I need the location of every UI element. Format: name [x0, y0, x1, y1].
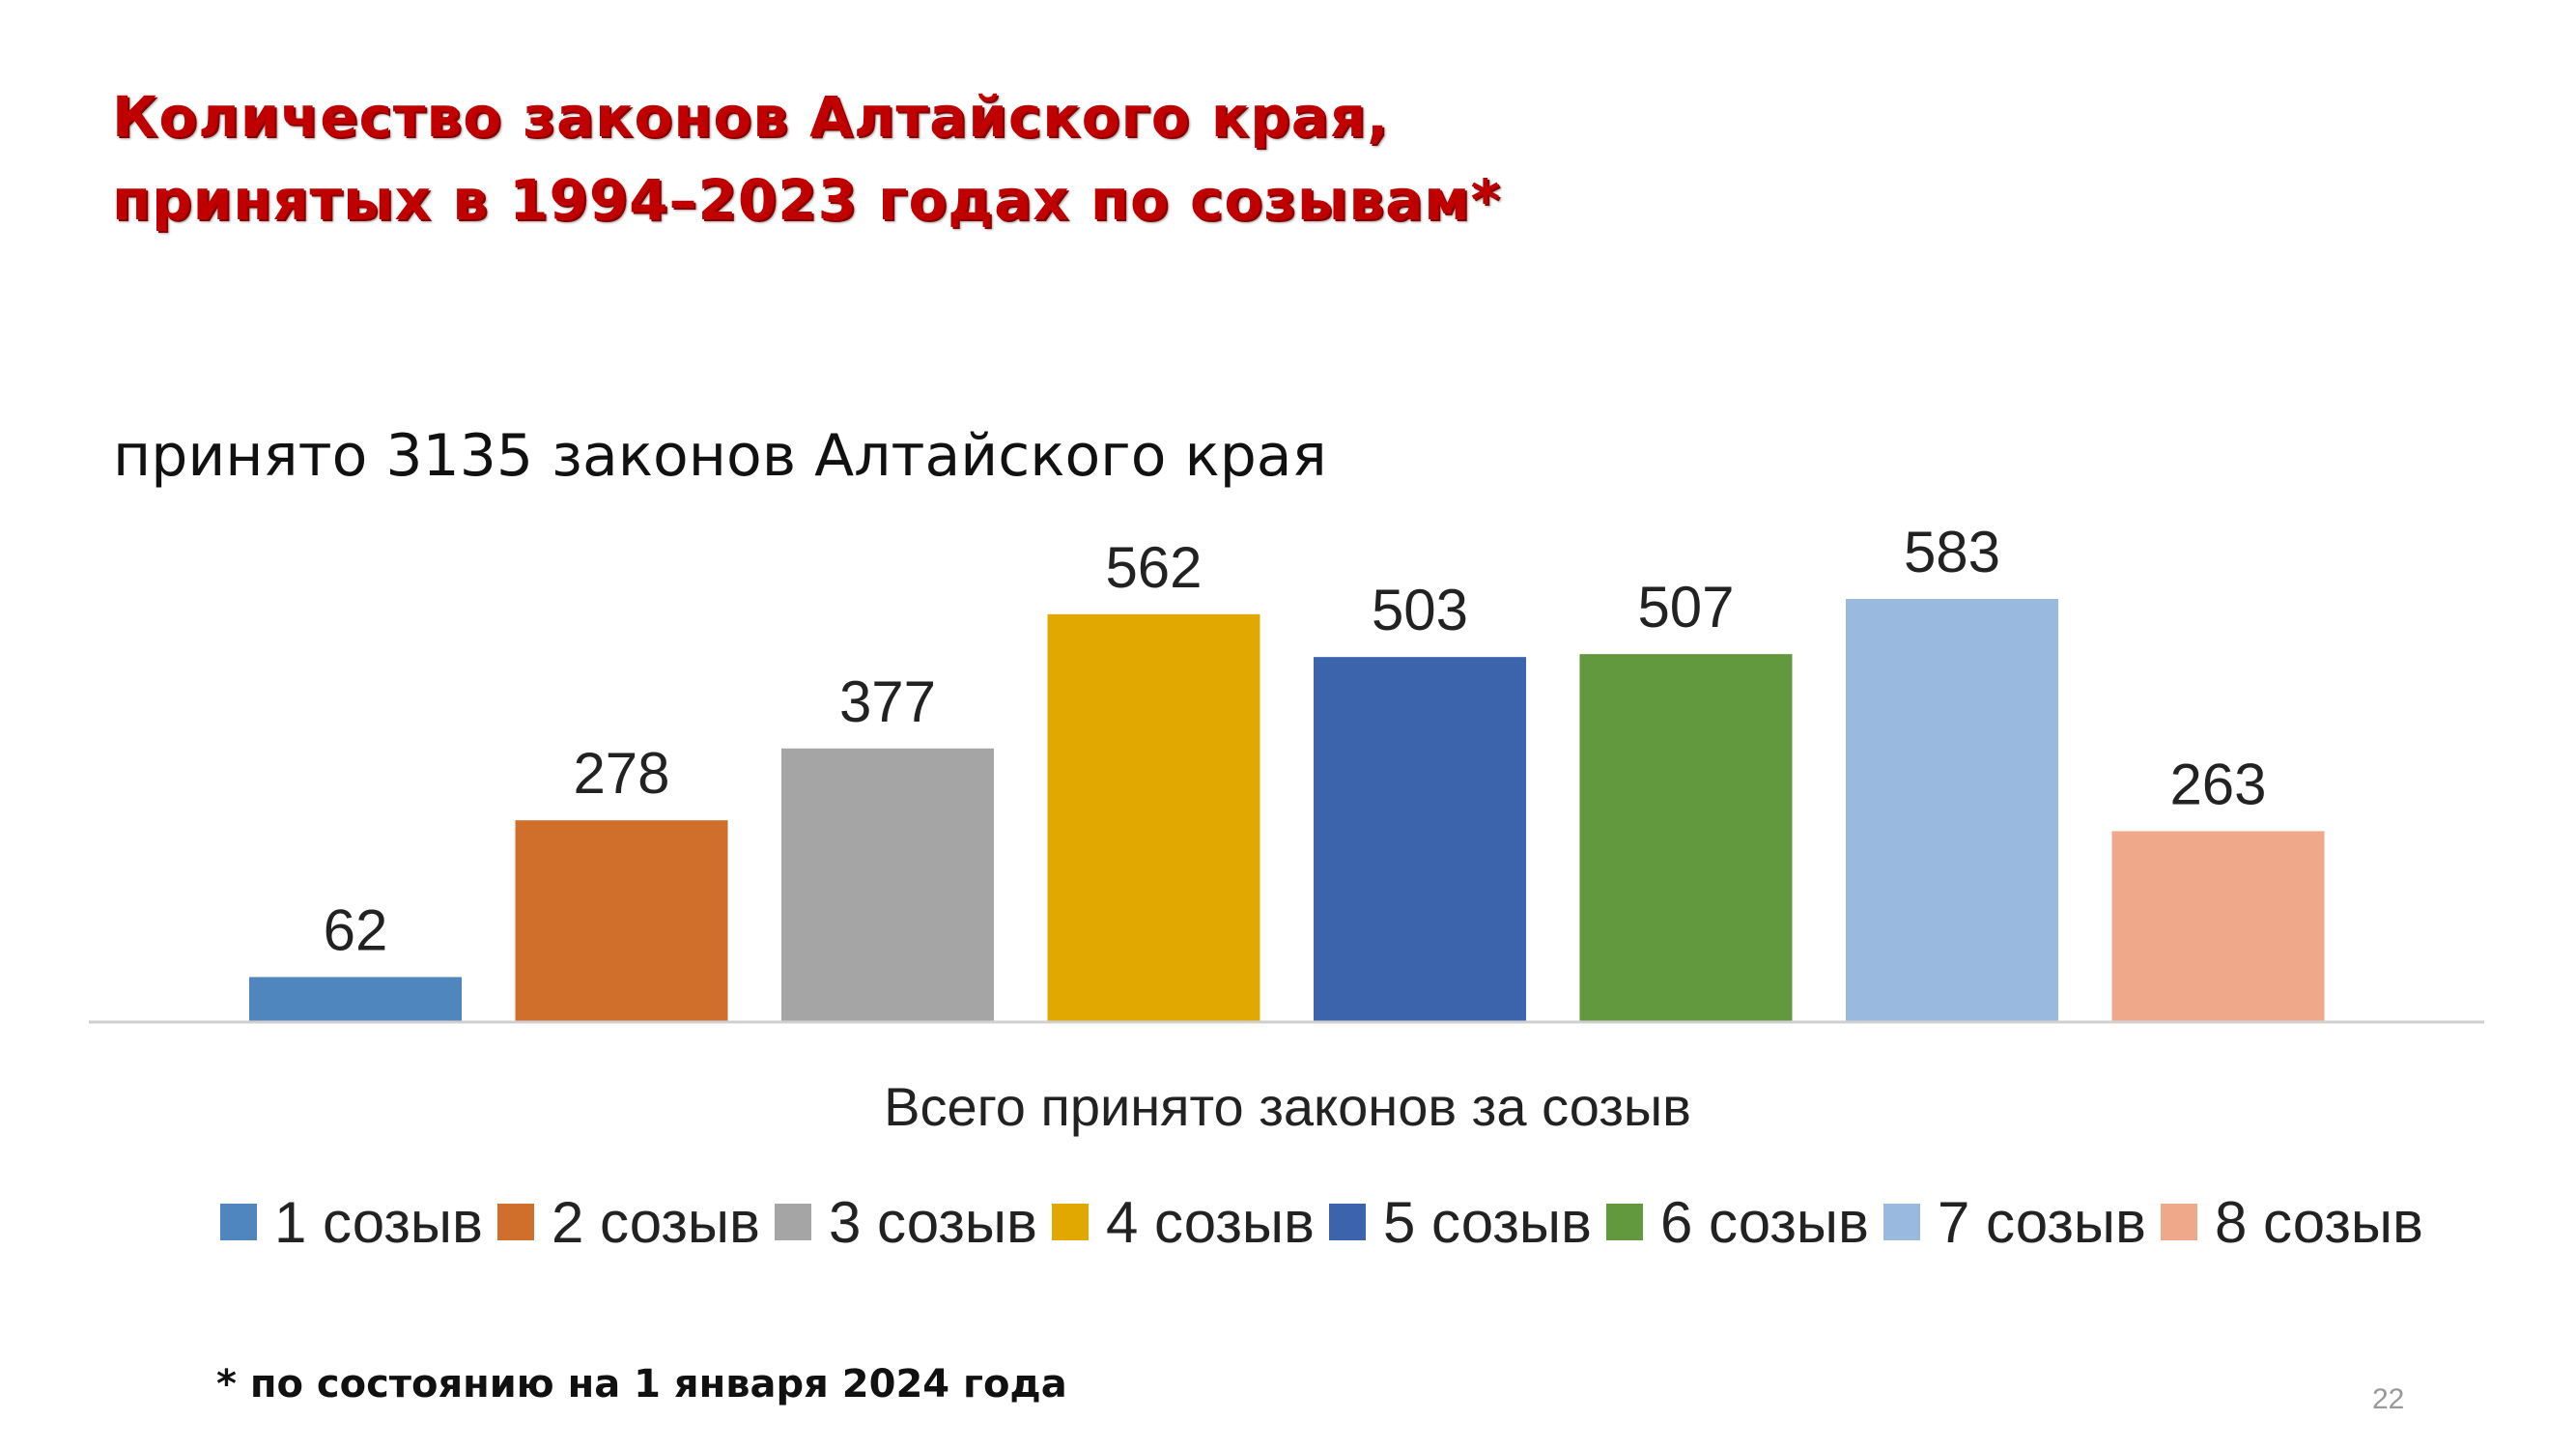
bar-value-label-1: 62	[324, 897, 388, 962]
bar-2	[515, 820, 728, 1022]
bar-4	[1047, 613, 1260, 1022]
legend-swatch-6	[1606, 1204, 1643, 1240]
legend-label-2: 2 созыв	[552, 1189, 760, 1255]
legend-swatch-1	[220, 1204, 257, 1240]
bar-value-label-2: 278	[573, 741, 669, 806]
bar-value-label-6: 507	[1637, 575, 1734, 639]
legend-item-6: 6 созыв	[1606, 1183, 1869, 1261]
bar-chart: 62 278 377 562 503 507 583 263 Всего принято за…	[89, 520, 2484, 1137]
legend-swatch-7	[1883, 1204, 1920, 1240]
legend-item-7: 7 созыв	[1883, 1183, 2146, 1261]
legend-label-4: 4 созыв	[1106, 1189, 1315, 1255]
bar-value-label-3: 377	[839, 669, 936, 734]
footnote: * по состоянию на 1 января 2024 года	[216, 1362, 1067, 1406]
legend-swatch-4	[1052, 1204, 1089, 1240]
legend-label-7: 7 созыв	[1938, 1189, 2146, 1255]
legend-swatch-3	[775, 1204, 811, 1240]
legend-label-8: 8 созыв	[2215, 1189, 2423, 1255]
legend-item-2: 2 созыв	[497, 1183, 760, 1261]
slide-title-line-2: принятых в 1994–2023 годах по созывам*	[112, 167, 1501, 233]
slide-title: Количество законов Алтайского края, прин…	[112, 75, 1501, 242]
bar-6	[1579, 654, 1793, 1022]
legend-label-6: 6 созыв	[1660, 1189, 1869, 1255]
bar-value-label-8: 263	[2169, 752, 2266, 816]
value-label-group: 62 278 377 562 503 507 583 263	[324, 520, 2267, 962]
page-number: 22	[2372, 1383, 2405, 1415]
bar-value-label-5: 503	[1372, 578, 1468, 642]
legend-swatch-5	[1329, 1204, 1366, 1240]
legend-label-5: 5 созыв	[1383, 1189, 1592, 1255]
bar-5	[1314, 657, 1526, 1022]
legend-label-1: 1 созыв	[274, 1189, 483, 1255]
bar-value-label-7: 583	[1904, 520, 2000, 584]
bar-value-label-4: 562	[1105, 535, 1202, 600]
legend-label-3: 3 созыв	[829, 1189, 1037, 1255]
bar-3	[781, 748, 994, 1022]
legend-item-3: 3 созыв	[775, 1183, 1037, 1261]
legend-item-5: 5 созыв	[1329, 1183, 1592, 1261]
bar-1	[249, 977, 462, 1022]
legend-swatch-8	[2161, 1204, 2197, 1240]
legend-swatch-2	[497, 1204, 534, 1240]
x-axis-label: Всего принято законов за созыв	[884, 1076, 1691, 1137]
slide-title-line-1: Количество законов Алтайского края,	[112, 84, 1390, 150]
legend-item-1: 1 созыв	[220, 1183, 483, 1261]
legend-item-4: 4 созыв	[1052, 1183, 1315, 1261]
chart-legend: 1 созыв 2 созыв 3 созыв 4 созыв 5 созыв 6 соз…	[0, 1183, 2576, 1261]
legend-item-8: 8 созыв	[2161, 1183, 2423, 1261]
bar-7	[1846, 599, 2058, 1022]
slide-subtitle: принято 3135 законов Алтайского края	[113, 422, 1327, 490]
bar-8	[2111, 831, 2325, 1022]
bar-group	[249, 599, 2325, 1022]
